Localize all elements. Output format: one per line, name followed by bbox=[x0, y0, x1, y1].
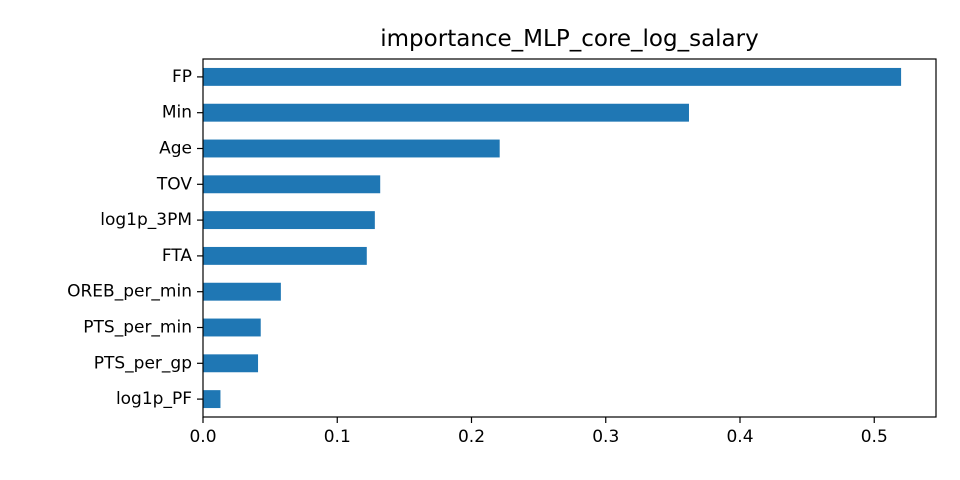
chart-title: importance_MLP_core_log_salary bbox=[380, 26, 758, 52]
x-tick-label: 0.4 bbox=[726, 427, 753, 447]
x-tick-label: 0.3 bbox=[592, 427, 619, 447]
y-tick-label: log1p_3PM bbox=[100, 210, 192, 230]
y-tick-label: PTS_per_gp bbox=[94, 353, 192, 373]
y-tick-label: Age bbox=[159, 139, 192, 159]
y-tick-label: TOV bbox=[156, 174, 192, 194]
y-tick-label: FP bbox=[172, 67, 192, 87]
bar-Min bbox=[203, 103, 689, 122]
bar-FTA bbox=[203, 246, 367, 265]
bar-log1p_PF bbox=[203, 390, 221, 409]
x-tick-label: 0.1 bbox=[324, 427, 351, 447]
axes-layer bbox=[202, 58, 937, 418]
bar-log1p_3PM bbox=[203, 211, 375, 230]
x-tick-label: 0.2 bbox=[458, 427, 485, 447]
y-tick-label: PTS_per_min bbox=[83, 318, 192, 338]
bars-layer bbox=[203, 67, 902, 409]
x-tick-label: 0.0 bbox=[189, 427, 216, 447]
ticks-layer: FP Min Age TOV log1p_3PM FTA OREB_per_min PTS_p… bbox=[67, 67, 888, 447]
y-tick-label: OREB_per_min bbox=[67, 282, 192, 302]
bar-PTS_per_min bbox=[203, 318, 261, 337]
y-tick-label: Min bbox=[162, 103, 192, 123]
x-tick-label: 0.5 bbox=[861, 427, 888, 447]
y-tick-label: log1p_PF bbox=[116, 389, 192, 409]
bar-OREB_per_min bbox=[203, 282, 281, 301]
y-tick-label: FTA bbox=[162, 246, 193, 266]
bar-TOV bbox=[203, 175, 381, 194]
bar-FP bbox=[203, 67, 902, 86]
bar-PTS_per_gp bbox=[203, 354, 259, 373]
bar-Age bbox=[203, 139, 500, 158]
plot-frame bbox=[202, 58, 937, 418]
